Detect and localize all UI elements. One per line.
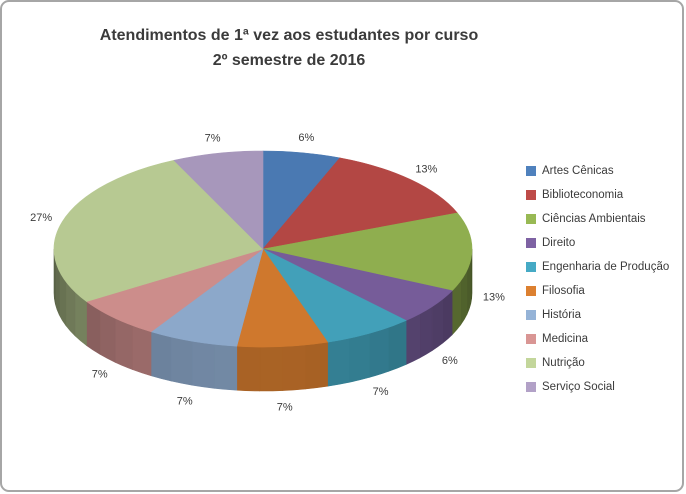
pie-slice-side-direito (419, 306, 433, 359)
pie-slice-side-filosofia (259, 346, 283, 392)
slice-percent-label-biblioteconomia: 13% (415, 163, 437, 175)
legend-swatch-icon (526, 286, 536, 296)
legend-swatch-icon (526, 166, 536, 176)
pie-slice-side-filosofia (236, 345, 261, 392)
pie-slice-biblioteconomia (262, 157, 458, 250)
slice-percent-label-artes-cenicas: 6% (298, 132, 314, 144)
pie-slice-side-direito (405, 313, 421, 365)
chart-title-line2: 2º semestre de 2016 (212, 52, 366, 69)
pie-slice-side-engenharia-de-producao (348, 332, 370, 383)
legend-label: Nutrição (542, 357, 585, 369)
pie-slice-side-engenharia-de-producao (369, 326, 389, 378)
pie-slice-nutricao (53, 159, 264, 302)
legend-swatch-icon (526, 214, 536, 224)
pie-slice-side-historia (191, 340, 215, 389)
pie-slice-side-medicina (99, 309, 116, 363)
legend-swatch-icon (526, 238, 536, 248)
pie-slice-side-engenharia-de-producao (327, 337, 350, 387)
pie-slice-servico-social (173, 150, 264, 250)
pie-slice-side-direito (442, 290, 453, 344)
legend-item-medicina: Medicina (526, 327, 669, 351)
slice-percent-label-ciencias-ambientais: 13% (483, 292, 505, 304)
legend-swatch-icon (526, 190, 536, 200)
legend-item-nutricao: Nutrição (526, 351, 669, 375)
legend-item-historia: História (526, 303, 669, 327)
legend-swatch-icon (526, 358, 536, 368)
slice-percent-label-filosofia: 7% (277, 401, 293, 413)
legend-label: Biblioteconomia (542, 189, 624, 201)
legend-item-filosofia: Filosofia (526, 279, 669, 303)
pie-slice-side-engenharia-de-producao (388, 319, 407, 372)
pie-slice-side-historia (213, 343, 238, 391)
slice-percent-label-nutricao: 27% (30, 212, 52, 224)
legend-label: Engenharia de Produção (542, 261, 670, 273)
legend-swatch-icon (526, 262, 536, 272)
slice-percent-label-medicina: 7% (92, 369, 108, 381)
legend-item-servico-social: Serviço Social (526, 375, 669, 399)
legend-label: Ciências Ambientais (542, 213, 646, 225)
legend-label: Artes Cênicas (542, 165, 614, 177)
legend: Artes Cênicas Biblioteconomia Ciências Amb… (526, 159, 669, 399)
legend-item-biblioteconomia: Biblioteconomia (526, 183, 669, 207)
legend-label: Direito (542, 237, 576, 249)
slice-percent-label-historia: 7% (177, 395, 193, 407)
pie-slice-side-direito (431, 298, 444, 352)
pie-slice-side-medicina (132, 325, 152, 377)
slice-percent-label-direito: 6% (442, 355, 458, 367)
chart-title: Atendimentos de 1ª vez aos estudantes po… (100, 23, 478, 73)
pie-slice-side-filosofia (305, 341, 328, 390)
legend-swatch-icon (526, 382, 536, 392)
legend-item-artes-cenicas: Artes Cênicas (526, 159, 669, 183)
legend-item-ciencias-ambientais: Ciências Ambientais (526, 207, 669, 231)
legend-swatch-icon (526, 334, 536, 344)
pie-slice-side-historia (150, 331, 172, 382)
pie-slice-side-historia (170, 336, 193, 386)
pie-slice-ciencias-ambientais (262, 212, 473, 292)
slice-percent-label-servico-social: 7% (205, 133, 221, 145)
pie-slice-side-medicina (114, 317, 133, 370)
legend-swatch-icon (526, 310, 536, 320)
slice-percent-label-engenharia-de-producao: 7% (373, 386, 389, 398)
legend-item-direito: Direito (526, 231, 669, 255)
legend-item-engenharia-de-producao: Engenharia de Produção (526, 255, 669, 279)
legend-label: Serviço Social (542, 381, 615, 393)
legend-label: Filosofia (542, 285, 585, 297)
legend-label: Medicina (542, 333, 589, 345)
chart-title-line1: Atendimentos de 1ª vez aos estudantes po… (99, 27, 479, 44)
pie-slice-side-filosofia (282, 344, 306, 391)
legend-label: História (542, 309, 581, 321)
